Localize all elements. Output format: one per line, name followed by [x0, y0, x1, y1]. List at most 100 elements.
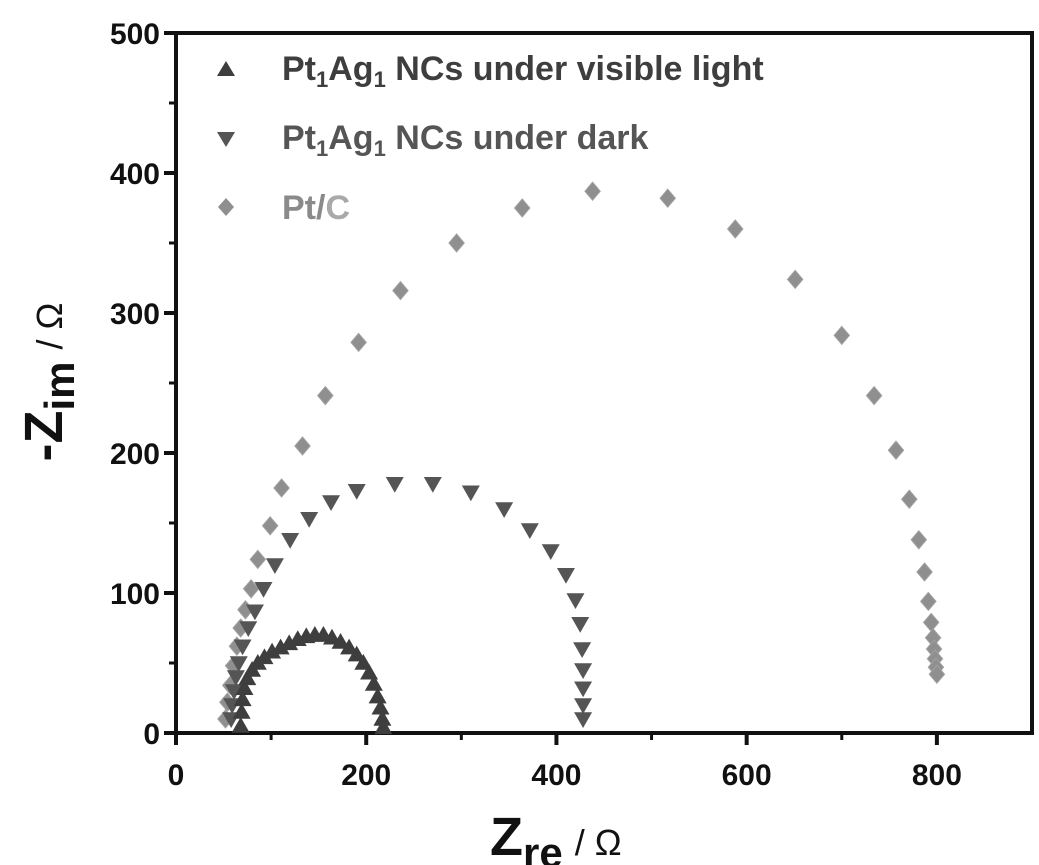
point-diamond-12	[317, 385, 334, 406]
x-tick-label-0: 0	[168, 759, 185, 792]
x-axis-title-main: Z	[490, 807, 523, 865]
point-triangle-up-8	[263, 642, 282, 659]
point-triangle-down-22	[571, 617, 590, 633]
point-triangle-down-2	[225, 684, 244, 700]
point-triangle-up-9	[271, 638, 290, 655]
y-tick-label-500: 500	[110, 18, 160, 51]
y-tick-label-300: 300	[110, 298, 160, 331]
point-triangle-down-3	[226, 670, 245, 686]
x-tick-label-200: 200	[341, 759, 391, 792]
x-axis-title: Zre / Ω	[490, 807, 622, 865]
point-triangle-down-27	[574, 712, 593, 728]
legend-marker-triangle-down	[217, 132, 235, 147]
point-diamond-9	[261, 516, 279, 536]
series-1	[222, 477, 593, 728]
point-diamond-7	[242, 579, 260, 599]
x-axis-title-sub: re	[523, 829, 563, 865]
point-diamond-22	[865, 385, 883, 406]
y-tick-label-100: 100	[110, 578, 160, 611]
y-axis-title-unit: / Ω	[29, 303, 70, 350]
point-triangle-up-1	[232, 703, 251, 719]
point-diamond-14	[392, 280, 409, 301]
legend-entry-visible-light: Pt1Ag1 NCs under visible light	[217, 50, 764, 92]
point-triangle-down-6	[239, 621, 258, 637]
point-triangle-up-24	[373, 710, 392, 726]
svg-text:Pt1Ag1 NCs under visible light: Pt1Ag1 NCs under visible light	[282, 50, 764, 92]
svg-text:Pt/C: Pt/C	[282, 189, 350, 227]
point-triangle-up-10	[280, 634, 299, 651]
point-diamond-13	[350, 332, 367, 353]
y-axis-title-sub: im	[36, 361, 83, 410]
point-triangle-down-11	[300, 512, 319, 528]
axis-tick-labels: 0 200 400 600 800 0 100 200 300 400 500	[110, 18, 962, 792]
point-triangle-down-24	[574, 663, 593, 679]
point-triangle-down-4	[229, 656, 248, 672]
legend-label-dark-sub1: 1	[316, 136, 328, 161]
y-tick-label-200: 200	[110, 438, 160, 471]
legend-label-dark-rest: NCs under dark	[386, 119, 649, 157]
point-diamond-16	[513, 198, 531, 218]
point-triangle-down-17	[495, 502, 514, 518]
svg-text:Zre/ Ω: Zre / Ω	[490, 807, 622, 865]
point-triangle-up-21	[364, 675, 383, 691]
point-triangle-up-22	[368, 687, 387, 704]
data-points	[217, 181, 946, 735]
x-tick-label-800: 800	[912, 759, 962, 792]
legend: Pt1Ag1 NCs under visible light Pt1Ag1 NC…	[217, 50, 764, 227]
x-tick-label-600: 600	[722, 759, 772, 792]
point-triangle-down-10	[281, 533, 300, 549]
point-triangle-down-5	[233, 639, 252, 656]
point-triangle-down-23	[573, 642, 592, 658]
svg-text:-Zim/ Ω: -Zim / Ω	[14, 303, 83, 462]
y-tick-label-0: 0	[143, 718, 160, 751]
point-diamond-18	[659, 188, 677, 208]
legend-label-pt-c-mid: C	[325, 189, 350, 227]
point-triangle-down-18	[520, 523, 539, 539]
point-triangle-down-9	[265, 558, 284, 574]
point-diamond-33	[928, 664, 946, 684]
point-triangle-up-25	[374, 718, 393, 735]
x-axis-title-unit: / Ω	[575, 822, 622, 863]
point-diamond-20	[786, 269, 804, 290]
legend-marker-triangle-up	[217, 61, 235, 76]
legend-label-dark-mid: Ag	[328, 119, 373, 157]
legend-label-visible-light-sub2: 1	[374, 67, 386, 92]
point-triangle-up-3	[235, 679, 254, 695]
point-triangle-down-26	[574, 698, 593, 714]
point-diamond-23	[887, 440, 905, 460]
point-diamond-25	[910, 530, 928, 550]
point-diamond-19	[726, 219, 744, 239]
point-triangle-up-2	[233, 690, 252, 707]
y-axis-title: -Zim / Ω	[14, 303, 83, 462]
point-diamond-15	[448, 233, 465, 253]
point-triangle-up-19	[354, 654, 373, 670]
legend-marker-diamond	[218, 198, 234, 216]
legend-entry-dark: Pt1Ag1 NCs under dark	[217, 119, 649, 161]
y-axis-title-main: -Z	[14, 410, 74, 461]
legend-label-visible-light-rest: NCs under visible light	[386, 50, 764, 88]
legend-label-visible-light-sub1: 1	[316, 67, 328, 92]
point-diamond-8	[249, 549, 267, 570]
svg-text:Pt1Ag1 NCs under dark: Pt1Ag1 NCs under dark	[282, 119, 649, 161]
point-diamond-24	[901, 489, 918, 509]
point-triangle-up-18	[347, 645, 366, 662]
legend-label-visible-light-mid: Ag	[328, 50, 373, 88]
point-diamond-17	[584, 181, 601, 201]
point-triangle-up-17	[340, 638, 359, 655]
point-triangle-down-12	[322, 495, 341, 511]
point-triangle-down-19	[541, 544, 560, 560]
point-triangle-down-8	[254, 582, 273, 598]
point-diamond-26	[916, 562, 933, 582]
point-triangle-down-15	[423, 477, 442, 493]
point-diamond-27	[920, 591, 937, 612]
legend-entry-pt-c: Pt/C	[218, 189, 350, 227]
y-tick-label-400: 400	[110, 158, 160, 191]
legend-label-dark-sub2: 1	[374, 136, 386, 161]
point-diamond-21	[833, 325, 851, 346]
point-triangle-up-23	[371, 698, 390, 715]
point-triangle-down-14	[385, 477, 404, 493]
point-triangle-up-4	[238, 669, 257, 686]
x-tick-label-400: 400	[531, 759, 581, 792]
axis-ticks	[164, 31, 939, 745]
